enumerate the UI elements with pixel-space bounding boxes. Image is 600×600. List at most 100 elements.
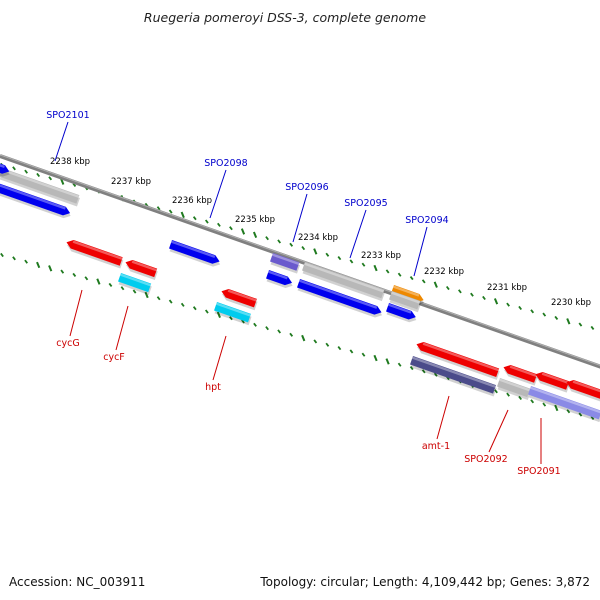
gene-feature-blue-small[interactable]: [265, 270, 295, 290]
gene-feature-spo2098[interactable]: [168, 240, 222, 269]
gene-label-cycf[interactable]: cycF: [103, 352, 125, 363]
scale-tick-labels: 2238 kbp 2237 kbp 2236 kbp 2235 kbp 2234…: [50, 157, 591, 308]
outer-scale-major-tick: [180, 211, 185, 219]
gene-feature-blue-top-edge[interactable]: [0, 160, 12, 179]
forward-gene-labels: SPO2101 SPO2098 SPO2096 SPO2095 SPO2094: [46, 110, 448, 226]
gene-feature-spo2094-gray[interactable]: [388, 291, 422, 313]
inner-scale-major-tick: [301, 334, 306, 342]
gene-label-cycg[interactable]: cycG: [56, 338, 79, 349]
outer-scale-minor-tick: [518, 305, 523, 311]
gene-feature-red-right[interactable]: [533, 370, 570, 393]
gene-feature-cycg[interactable]: [64, 238, 124, 269]
inner-scale-minor-tick: [277, 329, 282, 334]
inner-scale-minor-tick: [229, 316, 233, 321]
gene-feature-spo2091-lavender[interactable]: [527, 386, 600, 423]
gene-feature-hpt-cyan[interactable]: [213, 302, 252, 326]
inner-scale-minor-tick: [180, 302, 185, 307]
inner-scale-minor-tick: [24, 259, 28, 264]
inner-scale-minor-tick: [397, 362, 402, 367]
gene-feature-blue-left[interactable]: [0, 183, 73, 220]
outer-scale-major-tick: [60, 178, 65, 185]
outer-scale-minor-tick: [421, 279, 426, 284]
outer-scale-minor-tick: [156, 206, 161, 211]
gene-label-spo2101[interactable]: SPO2101: [46, 110, 89, 121]
gene-feature-cycf-cyan[interactable]: [117, 273, 152, 295]
gene-feature-spo2095-blue[interactable]: [296, 279, 384, 319]
leader-hpt: [212, 335, 227, 381]
outer-scale-minor-tick: [506, 302, 510, 307]
inner-scale-major-tick: [36, 261, 41, 269]
outer-scale-major-tick: [313, 248, 318, 255]
outer-scale-minor-tick: [325, 252, 330, 257]
outer-scale-minor-tick: [590, 325, 595, 330]
inner-scale-minor-tick: [108, 282, 113, 287]
inner-scale-major-tick: [554, 404, 559, 412]
gene-label-spo2096[interactable]: SPO2096: [285, 182, 328, 193]
outer-scale-minor-tick: [289, 242, 294, 247]
outer-scale-minor-tick: [385, 269, 390, 274]
outer-scale-minor-tick: [217, 222, 221, 227]
genome-backbone-highlight: [0, 154, 600, 366]
gene-label-amt-1[interactable]: amt-1: [422, 441, 450, 452]
inner-tick-row: [0, 252, 595, 420]
inner-scale-minor-tick: [518, 395, 523, 401]
inner-scale-minor-tick: [192, 306, 197, 311]
outer-scale-minor-tick: [48, 176, 53, 181]
gene-label-spo2098[interactable]: SPO2098: [204, 158, 247, 169]
outer-scale-minor-tick: [204, 219, 209, 224]
tick-label-2237: 2237 kbp: [111, 177, 151, 187]
gene-label-spo2094[interactable]: SPO2094: [405, 215, 448, 226]
inner-scale-minor-tick: [156, 296, 161, 301]
gene-feature-red-edge[interactable]: [564, 378, 600, 403]
inner-scale-minor-tick: [506, 392, 510, 397]
gene-feature-hpt[interactable]: [219, 287, 258, 311]
outer-scale-minor-tick: [24, 169, 28, 174]
tick-label-2232: 2232 kbp: [424, 267, 464, 277]
leader-spo2096: [292, 193, 308, 243]
gene-feature-blue-right[interactable]: [385, 303, 419, 324]
tick-label-2235: 2235 kbp: [235, 215, 275, 225]
outer-scale-minor-tick: [229, 226, 233, 231]
gene-feature-red-mid[interactable]: [501, 363, 538, 386]
gene-label-spo2091[interactable]: SPO2091: [517, 466, 560, 477]
inner-scale-major-tick: [373, 354, 378, 362]
inner-scale-minor-tick: [265, 326, 269, 331]
gene-feature-spo2096-slate[interactable]: [269, 253, 301, 274]
inner-scale-minor-tick: [590, 415, 595, 420]
tick-label-2236: 2236 kbp: [172, 196, 212, 206]
gene-feature-spo2092-gray[interactable]: [496, 378, 531, 400]
gene-label-hpt[interactable]: hpt: [205, 382, 221, 393]
inner-scale-minor-tick: [337, 346, 342, 351]
outer-scale-minor-tick: [397, 272, 402, 277]
tick-label-2234: 2234 kbp: [298, 233, 338, 243]
outer-scale-minor-tick: [482, 295, 486, 301]
outer-scale-minor-tick: [277, 239, 282, 244]
gene-feature-amt-1-red[interactable]: [414, 340, 500, 380]
inner-scale-minor-tick: [494, 389, 498, 394]
reverse-gene-labels: cycG cycF hpt amt-1 SPO2092 SPO2091: [56, 338, 560, 477]
inner-scale-minor-tick: [530, 399, 535, 404]
leader-cycg: [69, 289, 83, 337]
inner-scale-minor-tick: [120, 286, 125, 291]
inner-scale-minor-tick: [241, 319, 245, 324]
tick-label-2233: 2233 kbp: [361, 251, 401, 261]
gene-feature-spo2095-gray[interactable]: [301, 262, 385, 302]
tick-label-2238: 2238 kbp: [50, 157, 90, 167]
inner-scale-major-tick: [96, 278, 101, 285]
inner-scale-minor-tick: [204, 309, 209, 314]
leader-spo2101: [54, 121, 69, 162]
outer-scale-minor-tick: [301, 246, 306, 251]
gene-feature-gray-left[interactable]: [0, 168, 81, 207]
map-title: Ruegeria pomeroyi DSS-3, complete genome: [144, 10, 426, 25]
inner-scale-minor-tick: [409, 365, 414, 371]
outer-scale-minor-tick: [12, 166, 16, 171]
gene-label-spo2095[interactable]: SPO2095: [344, 198, 387, 209]
gene-feature-amt-1-slate[interactable]: [409, 356, 497, 397]
gene-label-spo2092[interactable]: SPO2092: [464, 454, 507, 465]
gene-features: [0, 160, 600, 423]
inner-scale-minor-tick: [168, 299, 173, 304]
gene-feature-red-small[interactable]: [123, 258, 158, 280]
outer-scale-minor-tick: [361, 262, 366, 267]
